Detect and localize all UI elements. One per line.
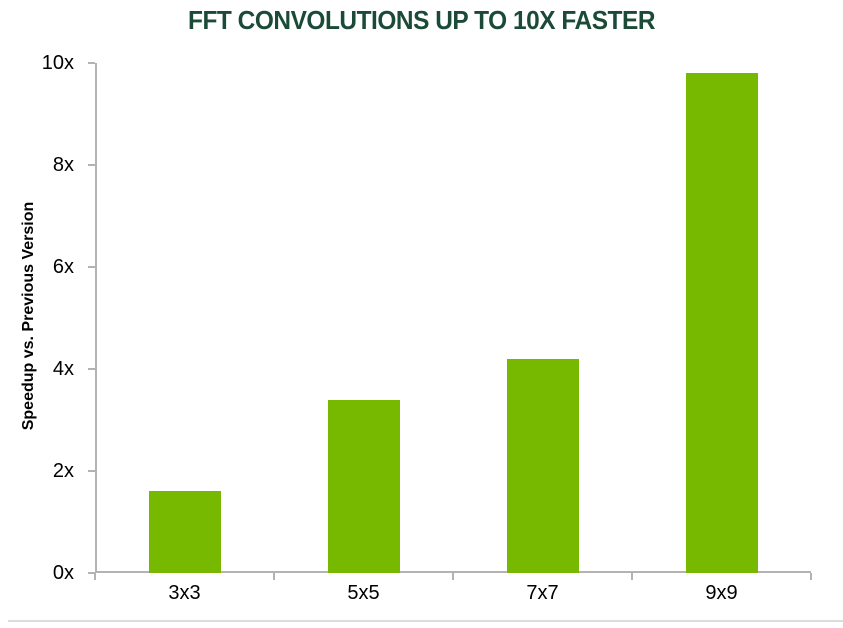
y-tick-label-6x: 6x xyxy=(52,256,74,278)
y-tick-mark-2x xyxy=(88,470,95,472)
y-tick-label-0x: 0x xyxy=(52,562,74,584)
y-tick-label-2x: 2x xyxy=(52,460,74,482)
x-tick-mark-1 xyxy=(273,573,275,580)
y-tick-mark-8x xyxy=(88,164,95,166)
bar-3x3 xyxy=(148,491,221,573)
y-tick-mark-0x xyxy=(88,572,95,574)
y-tick-label-8x: 8x xyxy=(52,154,74,176)
y-tick-label-4x: 4x xyxy=(52,358,74,380)
chart-title: FFT CONVOLUTIONS UP TO 10X FASTER xyxy=(187,5,656,35)
x-category-label-5x5: 5x5 xyxy=(347,582,380,604)
x-tick-mark-0 xyxy=(94,573,96,580)
x-tick-mark-2 xyxy=(452,573,454,580)
bar-5x5 xyxy=(327,399,400,573)
bar-7x7 xyxy=(506,358,579,573)
y-tick-label-10x: 10x xyxy=(41,52,74,74)
x-tick-mark-3 xyxy=(631,573,633,580)
y-axis-label: Speedup vs. Previous Version xyxy=(20,201,37,431)
x-category-label-9x9: 9x9 xyxy=(705,582,738,604)
y-tick-mark-4x xyxy=(88,368,95,370)
y-tick-mark-6x xyxy=(88,266,95,268)
x-category-label-7x7: 7x7 xyxy=(526,582,559,604)
x-tick-mark-4 xyxy=(810,573,812,580)
bottom-border-line xyxy=(8,620,843,622)
y-tick-mark-10x xyxy=(88,62,95,64)
bar-9x9 xyxy=(685,73,758,573)
x-category-label-3x3: 3x3 xyxy=(168,582,201,604)
